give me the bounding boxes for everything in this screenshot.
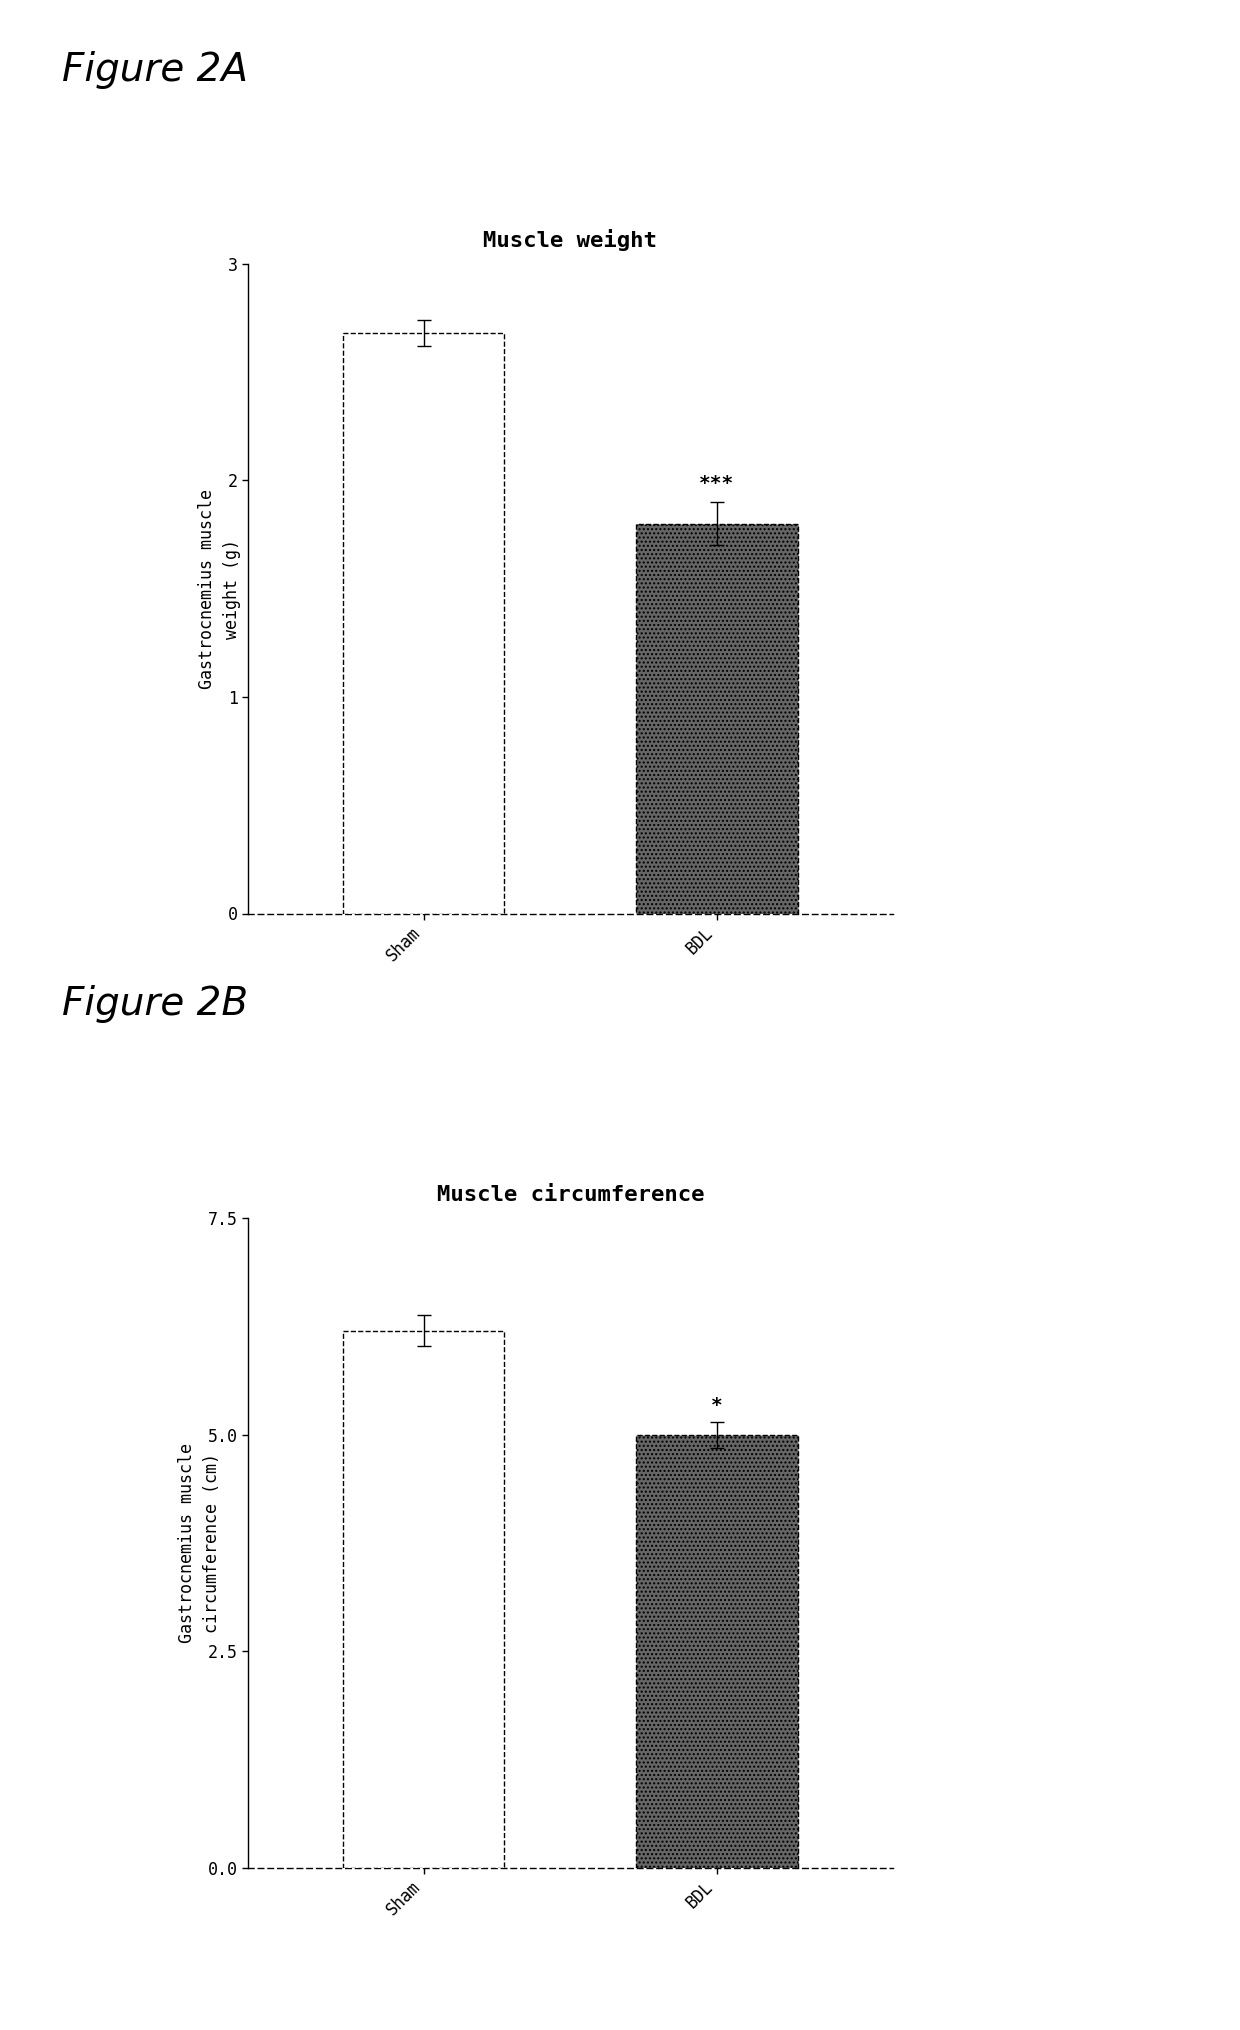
- Y-axis label: Gastrocnemius muscle
weight (g): Gastrocnemius muscle weight (g): [197, 489, 241, 688]
- Title: Muscle weight: Muscle weight: [484, 229, 657, 252]
- Text: *: *: [711, 1395, 723, 1415]
- Bar: [636, 524, 797, 914]
- Bar: [636, 1435, 797, 1868]
- Title: Muscle circumference: Muscle circumference: [436, 1186, 704, 1206]
- Bar: [343, 1330, 505, 1868]
- Y-axis label: Gastrocnemius muscle
circumference (cm): Gastrocnemius muscle circumference (cm): [177, 1443, 221, 1642]
- Text: Figure 2B: Figure 2B: [62, 985, 248, 1023]
- Text: ***: ***: [699, 475, 734, 493]
- Bar: [343, 333, 505, 914]
- Text: Figure 2A: Figure 2A: [62, 51, 248, 89]
